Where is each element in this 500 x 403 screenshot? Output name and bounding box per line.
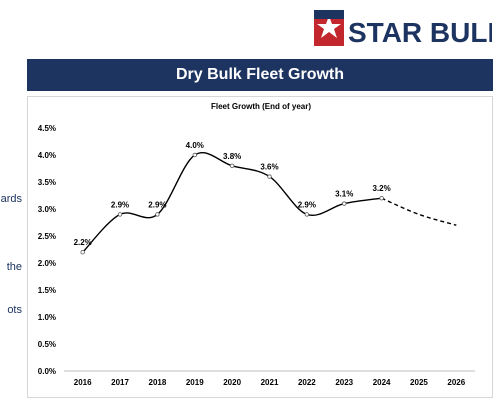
y-tick-label: 1.0% bbox=[38, 313, 56, 322]
data-label: 2.2% bbox=[74, 238, 92, 247]
y-tick-label: 3.5% bbox=[38, 178, 56, 187]
y-tick-label: 0.0% bbox=[38, 367, 56, 376]
x-tick-label: 2016 bbox=[74, 378, 92, 387]
x-tick-label: 2017 bbox=[111, 378, 129, 387]
y-tick-label: 2.5% bbox=[38, 232, 56, 241]
data-label: 4.0% bbox=[186, 141, 204, 150]
forecast-series-line bbox=[381, 197, 457, 226]
data-point bbox=[267, 174, 272, 179]
star-bulk-logo: STAR BULK bbox=[312, 8, 492, 48]
x-tick-label: 2019 bbox=[186, 378, 204, 387]
x-tick-label: 2018 bbox=[149, 378, 167, 387]
x-tick-label: 2025 bbox=[410, 378, 428, 387]
left-text-fragments: ards the ots bbox=[0, 0, 26, 403]
data-point bbox=[229, 163, 235, 168]
text-fragment: the bbox=[6, 261, 22, 273]
data-label: 3.6% bbox=[260, 163, 278, 172]
data-label: 2.9% bbox=[111, 200, 129, 209]
data-point bbox=[192, 152, 197, 158]
y-tick-label: 1.5% bbox=[38, 286, 56, 295]
y-tick-label: 2.0% bbox=[38, 259, 56, 268]
data-point bbox=[379, 195, 384, 201]
logo-text: STAR BULK bbox=[348, 17, 492, 48]
line-chart: 0.0% 0.5% 1.0% 1.5% 2.0% 2.5% 3.0% 3.5% 4.0% 4.5%… bbox=[38, 124, 475, 387]
data-point bbox=[304, 212, 310, 217]
x-tick-label: 2020 bbox=[223, 378, 241, 387]
title-bar: Dry Bulk Fleet Growth bbox=[27, 59, 493, 91]
y-tick-label: 4.0% bbox=[38, 151, 56, 160]
data-point bbox=[80, 249, 85, 255]
data-point bbox=[117, 212, 123, 217]
data-label: 3.1% bbox=[335, 190, 353, 199]
x-tick-label: 2023 bbox=[335, 378, 353, 387]
data-point bbox=[155, 212, 160, 217]
data-label: 3.8% bbox=[223, 152, 241, 161]
text-fragment: ards bbox=[0, 193, 22, 205]
y-tick-label: 3.0% bbox=[38, 205, 56, 214]
y-tick-label: 0.5% bbox=[38, 340, 56, 349]
chart-title: Fleet Growth (End of year) bbox=[210, 102, 311, 111]
x-tick-label: 2022 bbox=[298, 378, 316, 387]
x-tick-label: 2026 bbox=[447, 378, 465, 387]
page-title: Dry Bulk Fleet Growth bbox=[175, 66, 345, 83]
data-label: 2.9% bbox=[298, 200, 316, 209]
data-label: 2.9% bbox=[148, 200, 166, 209]
x-tick-label: 2024 bbox=[373, 378, 391, 387]
x-tick-label: 2021 bbox=[261, 378, 279, 387]
star-icon bbox=[314, 10, 344, 46]
text-fragment: ots bbox=[7, 304, 22, 316]
data-point bbox=[342, 201, 347, 206]
data-label: 3.2% bbox=[372, 184, 390, 193]
y-tick-label: 4.5% bbox=[38, 124, 56, 133]
chart-frame: Fleet Growth (End of year) 0.0% 0.5% 1.0% 1… bbox=[27, 96, 493, 398]
